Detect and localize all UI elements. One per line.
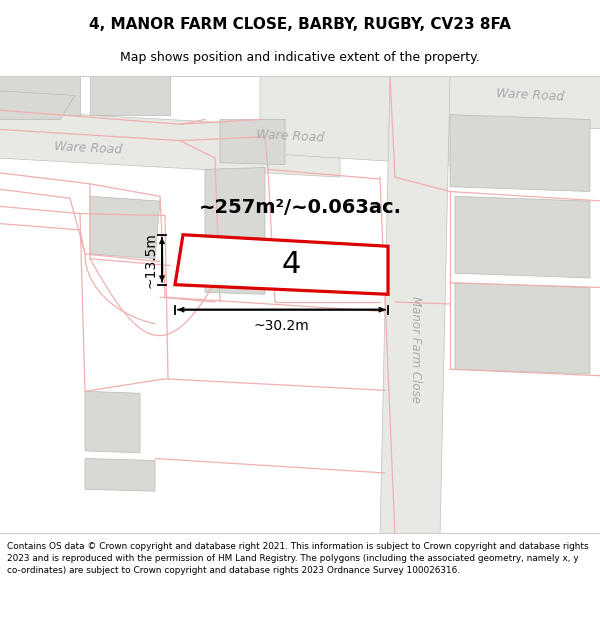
Text: 4: 4 <box>282 250 301 279</box>
Polygon shape <box>455 196 590 278</box>
Text: Ware Road: Ware Road <box>496 88 564 104</box>
Polygon shape <box>430 76 600 129</box>
Polygon shape <box>0 110 340 177</box>
Polygon shape <box>90 76 170 114</box>
Text: ~13.5m: ~13.5m <box>143 232 157 288</box>
Polygon shape <box>85 391 140 452</box>
Polygon shape <box>450 114 590 191</box>
Polygon shape <box>380 76 450 538</box>
Text: ~257m²/~0.063ac.: ~257m²/~0.063ac. <box>199 198 401 217</box>
Polygon shape <box>455 282 590 374</box>
Polygon shape <box>0 91 75 119</box>
Text: Contains OS data © Crown copyright and database right 2021. This information is : Contains OS data © Crown copyright and d… <box>7 542 589 575</box>
Polygon shape <box>220 119 285 164</box>
Text: ~30.2m: ~30.2m <box>254 319 310 333</box>
Text: Map shows position and indicative extent of the property.: Map shows position and indicative extent… <box>120 51 480 64</box>
Text: Ware Road: Ware Road <box>256 129 324 145</box>
Polygon shape <box>90 196 160 259</box>
Polygon shape <box>0 76 80 114</box>
Text: Manor Farm Close: Manor Farm Close <box>409 296 422 404</box>
Text: 4, MANOR FARM CLOSE, BARBY, RUGBY, CV23 8FA: 4, MANOR FARM CLOSE, BARBY, RUGBY, CV23 … <box>89 17 511 32</box>
Polygon shape <box>85 459 155 491</box>
Text: Ware Road: Ware Road <box>54 140 122 156</box>
Polygon shape <box>205 168 265 294</box>
Polygon shape <box>260 76 490 168</box>
Polygon shape <box>175 235 388 294</box>
